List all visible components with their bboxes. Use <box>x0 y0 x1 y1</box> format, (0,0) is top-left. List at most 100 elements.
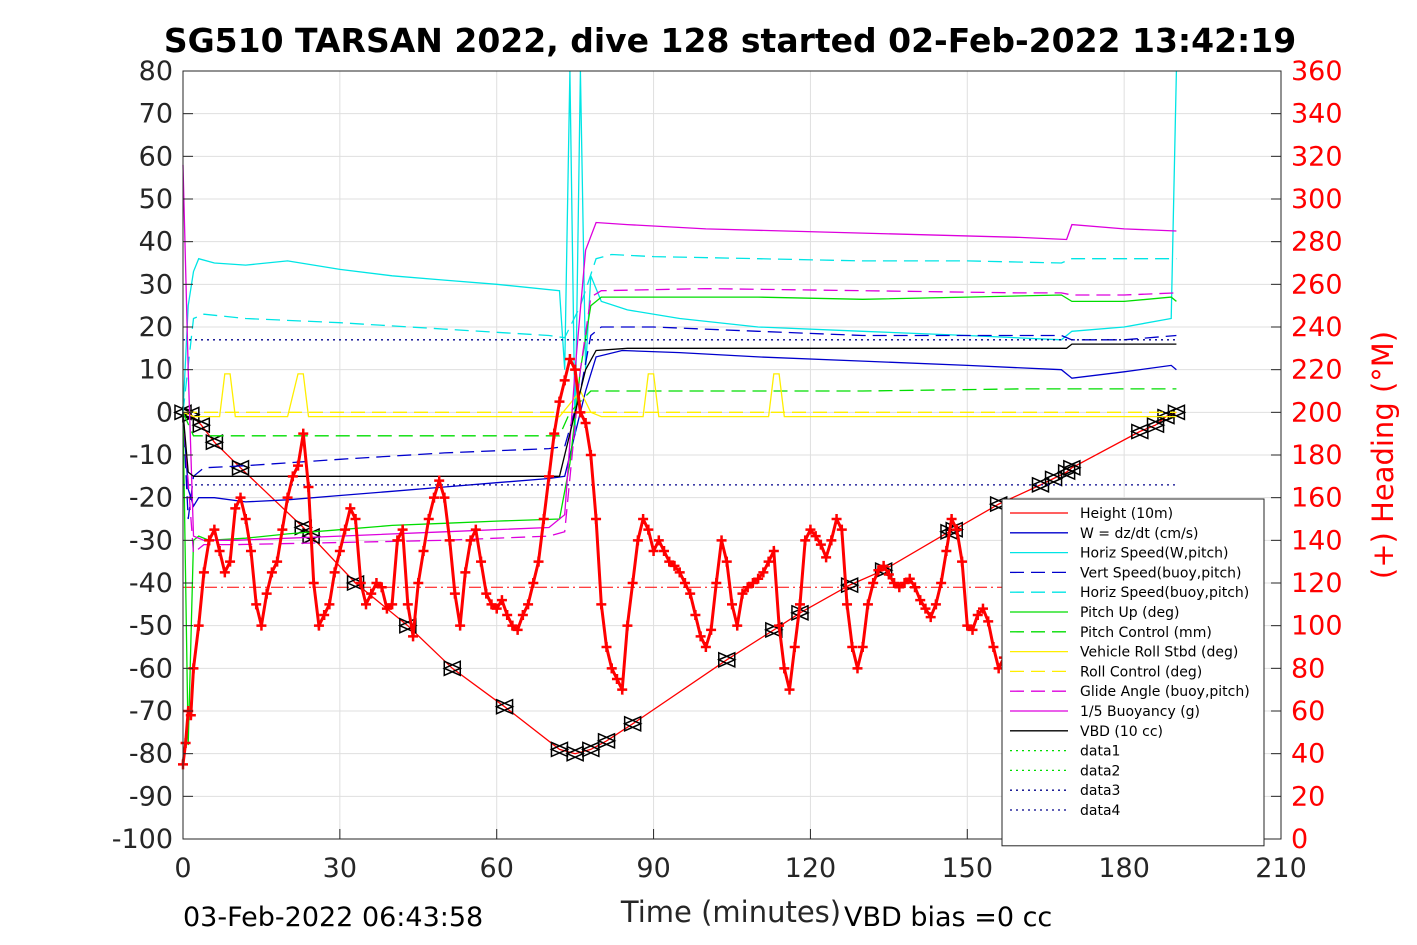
heading-marker <box>977 603 988 614</box>
heading-marker <box>251 599 262 610</box>
heading-marker <box>298 428 309 439</box>
heading-marker <box>753 573 764 584</box>
heading-marker <box>883 569 894 580</box>
height-marker <box>596 732 616 750</box>
heading-marker <box>622 620 633 631</box>
heading-marker <box>329 567 340 578</box>
heading-marker <box>319 610 330 620</box>
legend-entry: Vert Speed(buoy,pitch) <box>1080 565 1242 581</box>
heading-marker <box>408 631 419 642</box>
heading-marker <box>340 524 351 535</box>
heading-marker <box>815 539 826 550</box>
right-tick-label: 340 <box>1291 99 1343 130</box>
heading-marker <box>957 556 968 567</box>
height-marker <box>230 459 250 476</box>
heading-marker <box>711 578 722 588</box>
heading-marker <box>507 620 518 631</box>
heading-marker <box>455 620 466 631</box>
series-line-horiz-speed-buoy-pitch <box>182 253 1177 413</box>
heading-marker <box>920 603 931 614</box>
heading-marker <box>470 524 481 535</box>
heading-marker <box>293 460 304 471</box>
series-line-pitch-control-mm <box>182 388 1177 437</box>
heading-marker <box>387 599 398 610</box>
heading-marker <box>889 578 900 588</box>
heading-marker <box>873 565 884 576</box>
legend-entry: VBD (10 cc) <box>1080 724 1163 740</box>
heading-marker <box>794 599 805 610</box>
height-marker <box>580 741 600 758</box>
heading-marker <box>690 610 701 620</box>
right-tick-label: 280 <box>1291 227 1343 258</box>
heading-marker <box>397 524 408 535</box>
y-tick-label: 70 <box>139 99 173 130</box>
y-tick-label: 20 <box>139 312 173 343</box>
heading-marker <box>575 407 586 418</box>
heading-marker <box>627 578 638 588</box>
right-tick-label: 200 <box>1291 397 1343 428</box>
legend-entry: W = dz/dt (cm/s) <box>1080 526 1199 542</box>
height-marker <box>397 617 417 634</box>
legend-entry: Height (10m) <box>1080 506 1173 522</box>
heading-marker <box>930 599 941 610</box>
heading-marker <box>868 578 879 588</box>
height-marker <box>204 434 224 451</box>
legend-entry: data2 <box>1080 763 1120 779</box>
heading-marker <box>324 599 335 610</box>
heading-marker <box>601 642 612 652</box>
series-line-vert-speed-buoy-pitch <box>182 326 1177 520</box>
heading-marker <box>591 514 602 524</box>
heading-marker <box>392 535 403 546</box>
heading-marker <box>554 396 565 407</box>
right-tick-label: 180 <box>1291 440 1343 471</box>
heading-marker <box>826 535 837 546</box>
heading-marker <box>669 560 680 571</box>
heading-marker <box>611 674 622 684</box>
heading-marker <box>413 578 424 588</box>
heading-marker <box>313 620 324 631</box>
y-tick-label: -80 <box>129 739 173 770</box>
y-tick-label: -60 <box>129 653 173 684</box>
heading-marker <box>502 610 513 620</box>
heading-marker <box>334 546 345 556</box>
heading-marker <box>345 503 356 514</box>
legend-entry: Horiz Speed(buoy,pitch) <box>1080 585 1249 601</box>
heading-marker <box>266 567 277 578</box>
right-tick-label: 300 <box>1291 184 1343 215</box>
heading-marker <box>376 582 387 593</box>
heading-marker <box>180 738 191 748</box>
x-tick-label: 0 <box>174 853 191 884</box>
heading-marker <box>256 620 267 631</box>
heading-marker <box>857 642 868 652</box>
legend-entry: Vehicle Roll Stbd (deg) <box>1080 645 1238 661</box>
heading-marker <box>428 492 439 503</box>
heading-marker <box>496 595 507 606</box>
heading-marker <box>758 567 769 578</box>
heading-marker <box>967 624 978 635</box>
x-tick-label: 150 <box>942 853 994 884</box>
chart-title: SG510 TARSAN 2022, dive 128 started 02-F… <box>164 21 1296 60</box>
right-axis-label: (+) Heading (°M) <box>1366 331 1400 579</box>
heading-marker <box>747 578 758 588</box>
heading-marker <box>523 599 534 610</box>
heading-marker <box>894 582 905 593</box>
y-tick-label: 0 <box>156 397 173 428</box>
heading-marker <box>664 556 675 567</box>
heading-marker <box>549 428 560 439</box>
y-tick-label: -100 <box>112 824 173 855</box>
legend-entry: data1 <box>1080 744 1120 760</box>
x-tick-label: 30 <box>323 853 357 884</box>
height-marker <box>1145 416 1165 434</box>
right-tick-label: 320 <box>1291 141 1343 172</box>
heading-marker <box>308 578 319 588</box>
heading-marker <box>528 578 539 588</box>
height-marker <box>839 576 859 594</box>
heading-marker <box>460 567 471 578</box>
heading-marker <box>800 535 811 546</box>
right-tick-label: 240 <box>1291 312 1343 343</box>
height-marker <box>180 406 200 423</box>
y-tick-label: -50 <box>129 611 173 642</box>
heading-marker <box>842 599 853 610</box>
heading-marker <box>439 492 450 503</box>
heading-marker <box>287 471 298 482</box>
